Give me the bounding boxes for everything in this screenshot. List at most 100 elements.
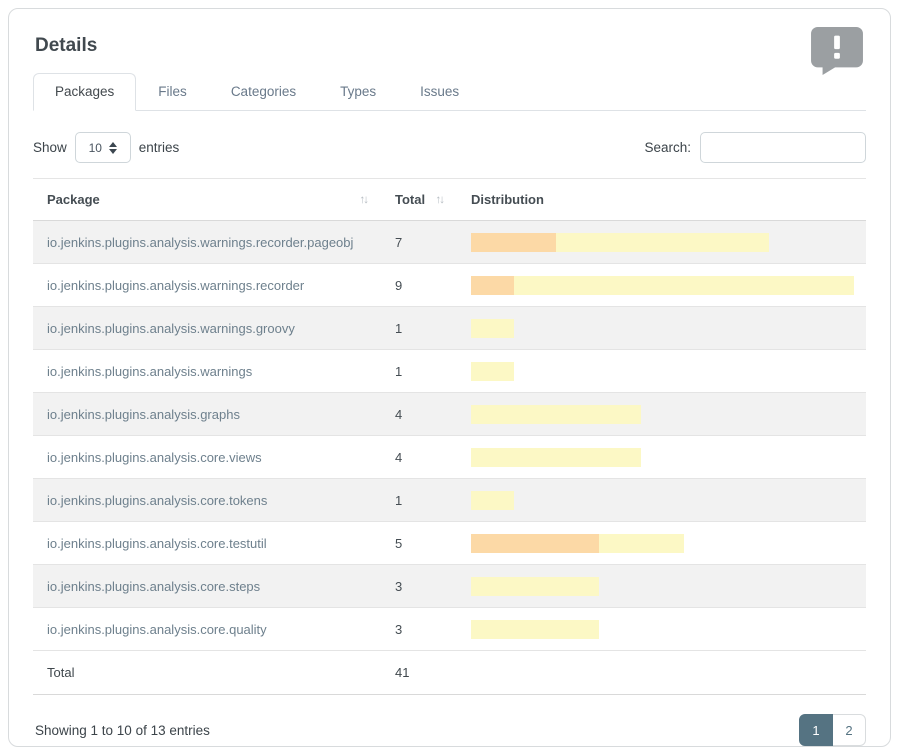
distribution-bar [471,232,769,252]
package-name[interactable]: io.jenkins.plugins.analysis.core.quality [33,607,381,651]
table-row: io.jenkins.plugins.analysis.core.quality… [33,607,866,651]
page-length-select[interactable]: 10 [74,132,131,163]
packages-table: Package ↑↓ Total ↑↓ Distribution io.jenkins.… [33,178,866,695]
column-label: Distribution [471,192,544,207]
show-label: Show [33,140,67,155]
severity-normal-segment [513,275,854,295]
distribution-cell [457,349,866,393]
total-count: 5 [381,521,457,565]
distribution-bar [471,619,599,639]
entries-label: entries [138,140,180,155]
details-card: Details Packages Files Categories Types Issu… [8,8,891,747]
distribution-cell [457,392,866,436]
distribution-bar [471,404,642,424]
table-row: io.jenkins.plugins.analysis.warnings.rec… [33,263,866,307]
severity-normal-segment [471,447,642,467]
package-name[interactable]: io.jenkins.plugins.analysis.core.tokens [33,478,381,522]
total-count: 4 [381,435,457,479]
select-arrows-icon [108,141,117,154]
package-name[interactable]: io.jenkins.plugins.analysis.warnings.gro… [33,306,381,350]
distribution-cell [457,306,866,350]
distribution-bar [471,490,514,510]
table-controls: Show 10 entries Search: [33,132,866,163]
distribution-bar [471,447,642,467]
severity-normal-segment [556,232,769,252]
severity-normal-segment [471,619,599,639]
table-row: io.jenkins.plugins.analysis.core.steps 3 [33,564,866,608]
showing-entries-info: Showing 1 to 10 of 13 entries [35,722,210,738]
table-row: io.jenkins.plugins.analysis.warnings.rec… [33,220,866,264]
total-count: 1 [381,306,457,350]
tab-files[interactable]: Files [158,84,187,99]
severity-normal-segment [471,404,642,424]
package-name[interactable]: io.jenkins.plugins.analysis.core.views [33,435,381,479]
distribution-cell [457,263,866,307]
package-name[interactable]: io.jenkins.plugins.analysis.warnings.rec… [33,263,381,307]
comment-exclamation-icon[interactable] [810,26,864,76]
table-footer-row: Total 41 [33,650,866,695]
tab-types[interactable]: Types [340,84,377,99]
distribution-bar [471,533,684,553]
column-label: Package [47,192,100,207]
total-count: 4 [381,392,457,436]
package-name[interactable]: io.jenkins.plugins.analysis.graphs [33,392,381,436]
distribution-bar [471,318,514,338]
package-name[interactable]: io.jenkins.plugins.analysis.warnings.rec… [33,220,381,264]
severity-normal-segment [471,576,599,596]
page-title: Details [35,35,98,56]
table-row: io.jenkins.plugins.analysis.core.testuti… [33,521,866,565]
search-input[interactable] [700,132,866,163]
total-count: 9 [381,263,457,307]
total-count: 3 [381,564,457,608]
severity-normal-segment [471,361,514,381]
table-row: io.jenkins.plugins.analysis.warnings 1 [33,349,866,393]
column-header-distribution: Distribution [457,178,866,221]
total-count: 1 [381,349,457,393]
table-header-row: Package ↑↓ Total ↑↓ Distribution [33,178,866,221]
table-row: io.jenkins.plugins.analysis.warnings.gro… [33,306,866,350]
distribution-bar [471,576,599,596]
footer-total-label: Total [33,650,381,695]
severity-normal-segment [471,318,514,338]
tab-bar: Packages Files Categories Types Issues [33,73,866,111]
search-label: Search: [644,140,691,155]
distribution-cell [457,220,866,264]
distribution-bar [471,275,854,295]
distribution-cell [457,521,866,565]
total-count: 7 [381,220,457,264]
total-count: 3 [381,607,457,651]
severity-high-segment [471,533,599,553]
package-name[interactable]: io.jenkins.plugins.analysis.core.testuti… [33,521,381,565]
column-label: Total [395,192,426,207]
distribution-cell [457,607,866,651]
package-name[interactable]: io.jenkins.plugins.analysis.core.steps [33,564,381,608]
column-header-total[interactable]: Total ↑↓ [381,178,457,221]
tab-packages[interactable]: Packages [33,73,137,111]
severity-high-segment [471,275,514,295]
page-button-2[interactable]: 2 [832,714,866,746]
severity-high-segment [471,232,557,252]
table-row: io.jenkins.plugins.analysis.core.views 4 [33,435,866,479]
page-length-control: Show 10 entries [33,132,179,163]
sort-arrows-icon: ↑↓ [435,193,445,206]
column-header-package[interactable]: Package ↑↓ [33,178,381,221]
total-count: 1 [381,478,457,522]
table-body: io.jenkins.plugins.analysis.warnings.rec… [33,220,866,651]
footer-total-value: 41 [381,650,457,695]
distribution-bar [471,361,514,381]
sort-arrows-icon: ↑↓ [359,193,369,206]
tab-issues[interactable]: Issues [420,84,460,99]
tab-categories[interactable]: Categories [230,84,297,99]
severity-normal-segment [471,490,514,510]
page-length-value: 10 [88,140,102,155]
package-name[interactable]: io.jenkins.plugins.analysis.warnings [33,349,381,393]
table-row: io.jenkins.plugins.analysis.graphs 4 [33,392,866,436]
distribution-cell [457,564,866,608]
distribution-cell [457,478,866,522]
page-button-1[interactable]: 1 [799,714,833,746]
distribution-cell [457,435,866,479]
severity-normal-segment [598,533,684,553]
search-control: Search: [644,132,866,163]
